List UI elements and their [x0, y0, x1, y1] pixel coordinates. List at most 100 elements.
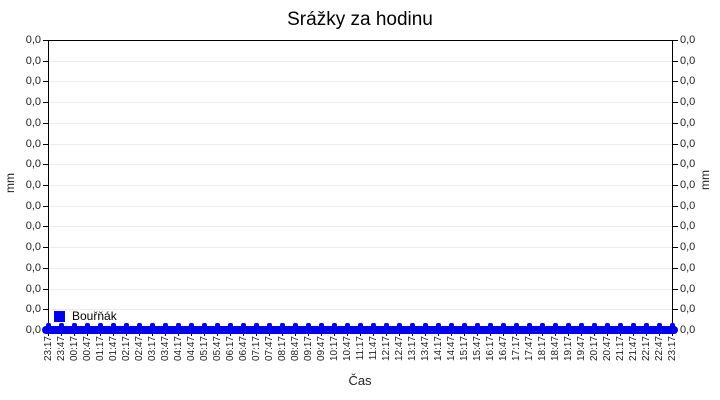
data-point-marker	[85, 323, 90, 327]
y-tick-label-left: 0,0	[25, 117, 41, 129]
data-point-marker	[150, 323, 155, 327]
data-point-marker	[631, 323, 636, 327]
y-tick-left	[43, 185, 48, 186]
y-tick-label-right: 0,0	[680, 179, 696, 191]
y-tick-label-right: 0,0	[680, 303, 696, 315]
y-tick-label-left: 0,0	[25, 138, 41, 150]
y-tick-right	[673, 164, 678, 165]
y-gridline	[49, 102, 672, 103]
x-tick-label: 02:47	[134, 336, 145, 362]
x-tick-label: 09:47	[316, 336, 327, 362]
data-point-marker	[540, 323, 545, 327]
data-point-marker	[397, 323, 402, 327]
y-tick-label-left: 0,0	[25, 262, 41, 274]
data-point-marker	[449, 323, 454, 327]
x-tick-label: 11:17	[355, 336, 366, 361]
y-tick-left	[43, 102, 48, 103]
data-point-marker	[306, 323, 311, 327]
y-tick-left	[43, 123, 48, 124]
x-tick-label: 10:17	[329, 336, 340, 362]
y-tick-left	[43, 81, 48, 82]
x-tick-label: 08:47	[290, 336, 301, 362]
y-gridline	[49, 289, 672, 290]
x-tick-label: 01:17	[95, 336, 106, 362]
y-gridline	[49, 144, 672, 145]
y-tick-left	[43, 226, 48, 227]
data-point-marker	[566, 323, 571, 327]
data-point-marker	[644, 323, 649, 327]
x-tick-label: 04:17	[173, 336, 184, 362]
data-point-marker	[98, 323, 103, 327]
data-point-marker	[384, 323, 389, 327]
data-point-marker	[293, 323, 298, 327]
y-tick-label-right: 0,0	[680, 241, 696, 253]
data-point-marker	[410, 323, 415, 327]
x-tick-label: 15:17	[459, 336, 470, 362]
y-tick-label-right: 0,0	[680, 283, 696, 295]
data-point-marker	[332, 323, 337, 327]
x-tick-label: 03:17	[147, 336, 158, 362]
y-tick-label-right: 0,0	[680, 117, 696, 129]
y-tick-right	[673, 185, 678, 186]
y-tick-label-left: 0,0	[25, 241, 41, 253]
x-tick-label: 02:17	[121, 336, 132, 362]
data-point-marker	[423, 323, 428, 327]
x-tick-label: 20:47	[602, 336, 613, 362]
data-point-marker	[358, 323, 363, 327]
y-tick-left	[43, 61, 48, 62]
y-tick-left	[43, 247, 48, 248]
x-tick-label: 11:47	[368, 336, 379, 361]
data-point-marker	[319, 323, 324, 327]
x-tick-label: 21:17	[615, 336, 626, 362]
y-gridline	[49, 268, 672, 269]
data-point-marker	[111, 323, 116, 327]
y-gridline	[49, 226, 672, 227]
y-tick-right	[673, 144, 678, 145]
y-tick-left	[43, 206, 48, 207]
x-tick-label: 20:17	[589, 336, 600, 362]
y-tick-right	[673, 102, 678, 103]
data-point-marker	[657, 323, 662, 327]
y-tick-right	[673, 268, 678, 269]
x-tick-label: 06:47	[238, 336, 249, 362]
data-point-marker	[605, 323, 610, 327]
legend: Bouřňák	[54, 309, 117, 323]
y-gridline	[49, 61, 672, 62]
x-tick-label: 05:47	[212, 336, 223, 362]
x-tick-label: 01:47	[108, 336, 119, 362]
y-tick-right	[673, 206, 678, 207]
x-tick-label: 12:17	[381, 336, 392, 362]
y-tick-label-right: 0,0	[680, 220, 696, 232]
y-gridline	[49, 123, 672, 124]
x-tick-label: 17:47	[524, 336, 535, 362]
y-tick-label-right: 0,0	[680, 200, 696, 212]
y-tick-right	[673, 123, 678, 124]
y-tick-label-left: 0,0	[25, 200, 41, 212]
y-tick-label-left: 0,0	[25, 283, 41, 295]
y-tick-right	[673, 247, 678, 248]
data-point-marker	[280, 323, 285, 327]
y-tick-left	[43, 309, 48, 310]
x-tick-label: 04:47	[186, 336, 197, 362]
x-tick-label: 00:17	[69, 336, 80, 362]
y-tick-label-right: 0,0	[680, 75, 696, 87]
plot-border-top	[48, 40, 673, 41]
data-point-marker	[202, 323, 207, 327]
y-tick-label-left: 0,0	[25, 75, 41, 87]
x-tick-label: 14:47	[446, 336, 457, 362]
data-point-marker	[215, 323, 220, 327]
y-tick-label-right: 0,0	[680, 34, 696, 46]
y-tick-label-left: 0,0	[25, 96, 41, 108]
data-point-marker	[176, 323, 181, 327]
y-tick-label-left: 0,0	[25, 34, 41, 46]
x-tick-label: 08:17	[277, 336, 288, 362]
x-tick-label: 05:17	[199, 336, 210, 362]
x-tick-label: 23:17	[43, 336, 54, 362]
x-tick-label: 21:47	[628, 336, 639, 362]
data-point-marker	[501, 323, 506, 327]
data-point-marker	[514, 323, 519, 327]
y-tick-right	[673, 81, 678, 82]
data-point-marker	[228, 323, 233, 327]
y-gridline	[49, 185, 672, 186]
y-tick-right	[673, 309, 678, 310]
